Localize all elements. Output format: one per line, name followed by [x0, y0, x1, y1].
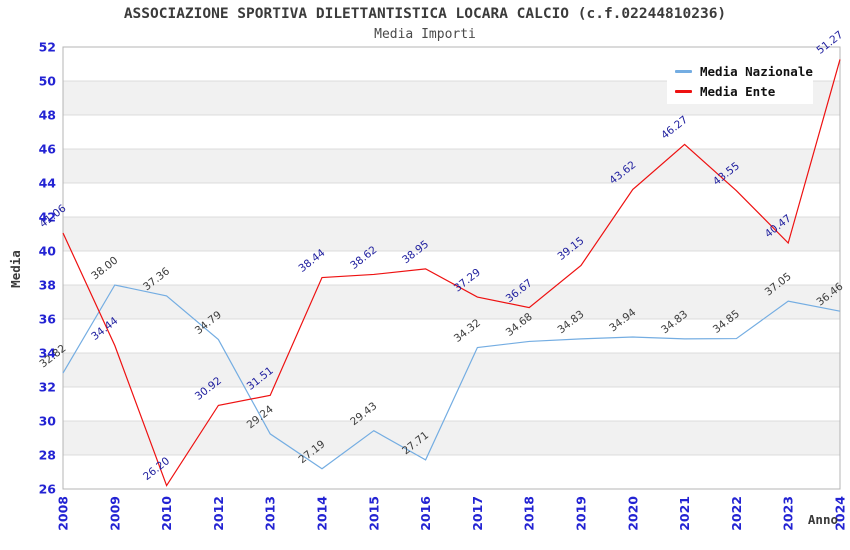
x-tick-label: 2019 — [574, 496, 589, 531]
y-tick-label: 38 — [39, 278, 56, 293]
data-label: 34.32 — [452, 317, 483, 345]
plot-band — [63, 149, 840, 183]
data-label: 51.27 — [814, 29, 845, 57]
x-tick-label: 2013 — [263, 496, 278, 531]
x-tick-label: 2012 — [211, 496, 226, 531]
x-tick-label: 2010 — [159, 496, 174, 531]
y-tick-label: 44 — [39, 176, 57, 191]
x-axis-title: Anno — [807, 512, 838, 527]
data-label: 46.27 — [659, 114, 690, 142]
plot-band — [63, 217, 840, 251]
y-tick-label: 48 — [39, 108, 56, 123]
x-tick-label: 2023 — [781, 496, 796, 531]
y-tick-label: 42 — [39, 210, 56, 225]
legend-label-media-nazionale: Media Nazionale — [700, 64, 813, 79]
series-line-media-ente — [62, 59, 841, 487]
y-tick-label: 52 — [39, 40, 56, 55]
legend-item-media-nazionale: Media Nazionale — [667, 64, 813, 79]
chart-subtitle: Media Importi — [374, 27, 476, 42]
x-tick-label: 2008 — [56, 496, 71, 531]
x-tick-label: 2020 — [625, 496, 640, 531]
legend-item-media-ente: Media Ente — [667, 84, 813, 99]
plot-band — [63, 285, 840, 319]
y-tick-label: 36 — [39, 312, 57, 327]
plot-band — [63, 421, 840, 455]
y-tick-label: 28 — [39, 448, 56, 463]
x-tick-label: 2021 — [677, 496, 692, 531]
y-tick-label: 32 — [39, 380, 56, 395]
y-axis-title: Media — [8, 250, 23, 288]
y-tick-label: 26 — [39, 482, 57, 497]
legend-swatch-media-nazionale — [675, 70, 692, 73]
chart-title: ASSOCIAZIONE SPORTIVA DILETTANTISTICA LO… — [123, 6, 727, 22]
legend: Media Nazionale Media Ente — [667, 59, 813, 104]
y-tick-label: 50 — [39, 74, 57, 89]
legend-label-media-ente: Media Ente — [700, 84, 776, 99]
x-tick-label: 2018 — [522, 496, 537, 531]
x-tick-label: 2009 — [107, 496, 122, 531]
legend-swatch-media-ente — [675, 90, 692, 93]
plot-frame — [62, 46, 841, 490]
y-tick-label: 40 — [39, 244, 57, 259]
plot-band — [63, 353, 840, 387]
x-tick-label: 2024 — [833, 496, 848, 531]
x-tick-label: 2017 — [470, 496, 485, 531]
y-tick-label: 30 — [39, 414, 57, 429]
x-tick-label: 2014 — [315, 496, 330, 531]
x-tick-label: 2015 — [366, 496, 381, 531]
x-tick-label: 2016 — [418, 496, 433, 531]
y-tick-label: 34 — [39, 346, 57, 361]
series-line-media-nazionale — [62, 284, 841, 470]
data-label: 38.00 — [89, 254, 120, 282]
x-tick-label: 2022 — [729, 496, 744, 531]
y-tick-label: 46 — [39, 142, 57, 157]
